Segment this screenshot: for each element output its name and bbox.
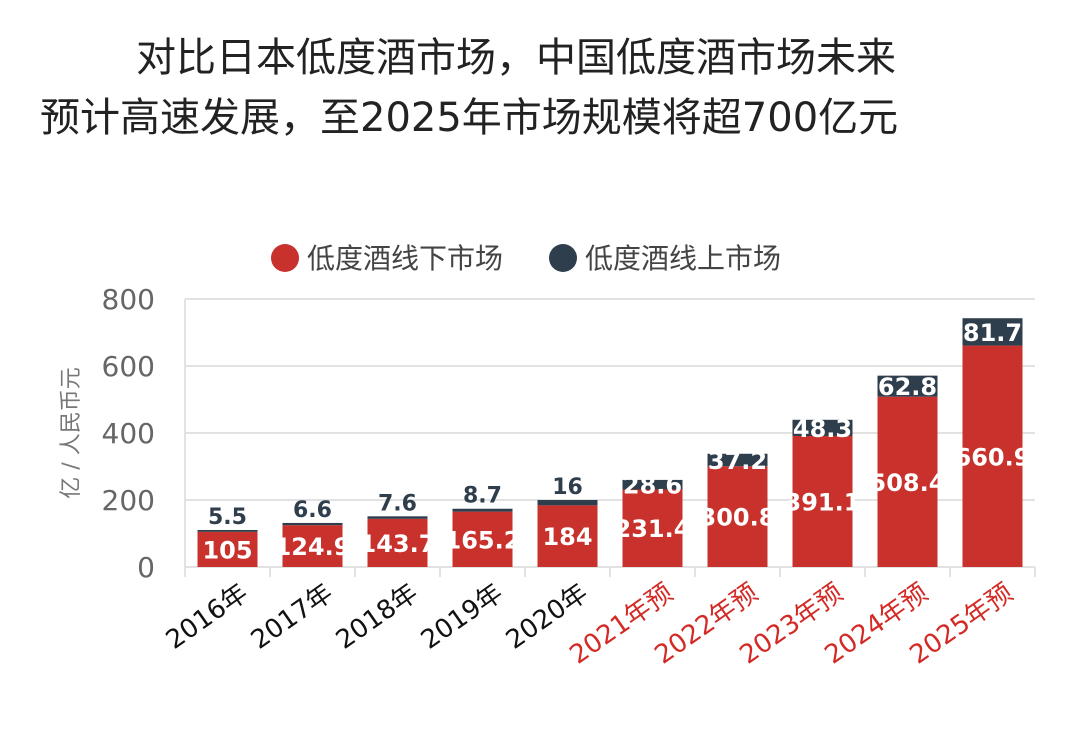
y-tick-label: 800	[102, 283, 155, 316]
y-tick-label: 600	[102, 350, 155, 383]
bar-online	[707, 453, 768, 467]
data-label: 37.2	[708, 447, 767, 475]
bar-offline	[197, 531, 258, 567]
x-tick-label: 2016年	[161, 578, 254, 655]
data-label: 660.9	[955, 443, 1031, 471]
legend-marker	[271, 244, 299, 272]
data-label: 508.4	[870, 469, 946, 497]
data-label: 5.5	[208, 505, 247, 530]
bar-offline	[707, 466, 768, 567]
page-title: 对比日本低度酒市场，中国低度酒市场未来 预计高速发展，至2025年市场规模将超7…	[40, 28, 1040, 148]
bar-online	[792, 419, 853, 436]
data-label: 184	[542, 523, 592, 551]
data-label: 391.1	[785, 488, 861, 516]
title-line-1: 对比日本低度酒市场，中国低度酒市场未来	[136, 35, 896, 81]
legend-label: 低度酒线下市场	[307, 242, 503, 275]
bar-offline	[877, 396, 938, 567]
data-label: 165.2	[445, 526, 521, 554]
data-label: 143.7	[360, 530, 436, 558]
bar-online	[197, 529, 258, 532]
x-tick-label: 2017年	[246, 578, 339, 655]
data-label: 7.6	[378, 491, 417, 516]
bar-online	[282, 522, 343, 526]
legend-marker	[549, 244, 577, 272]
data-label: 62.8	[878, 373, 937, 401]
title-line-2: 预计高速发展，至2025年市场规模将超700亿元	[40, 95, 899, 141]
bar-offline	[622, 489, 683, 567]
legend-label: 低度酒线上市场	[585, 242, 781, 275]
bar-offline	[537, 505, 598, 567]
y-tick-label: 0	[137, 551, 155, 584]
data-label: 124.9	[275, 533, 351, 561]
y-tick-label: 200	[102, 484, 155, 517]
data-label: 105	[202, 536, 252, 564]
data-label: 28.6	[623, 472, 682, 500]
bar-offline	[962, 345, 1023, 567]
data-label: 16	[552, 475, 583, 500]
y-tick-label: 400	[102, 417, 155, 450]
bar-online	[452, 508, 513, 512]
y-axis-label: 亿 / 人民币元	[59, 367, 84, 498]
data-label: 8.7	[463, 484, 502, 509]
bar-online	[537, 500, 598, 506]
bar-online	[962, 318, 1023, 346]
bar-offline	[792, 435, 853, 567]
bar-offline	[367, 518, 428, 567]
data-label: 6.6	[293, 498, 332, 523]
data-label: 48.3	[793, 415, 852, 443]
bar-online	[877, 375, 938, 397]
bar-offline	[282, 525, 343, 567]
data-label: 231.4	[615, 515, 691, 543]
x-tick-label: 2019年	[416, 578, 509, 655]
bar-online	[367, 516, 428, 519]
data-label: 300.8	[700, 504, 776, 532]
data-label: 81.7	[963, 319, 1022, 347]
bar-online	[622, 479, 683, 490]
x-tick-label: 2018年	[331, 578, 424, 655]
bar-offline	[452, 511, 513, 567]
